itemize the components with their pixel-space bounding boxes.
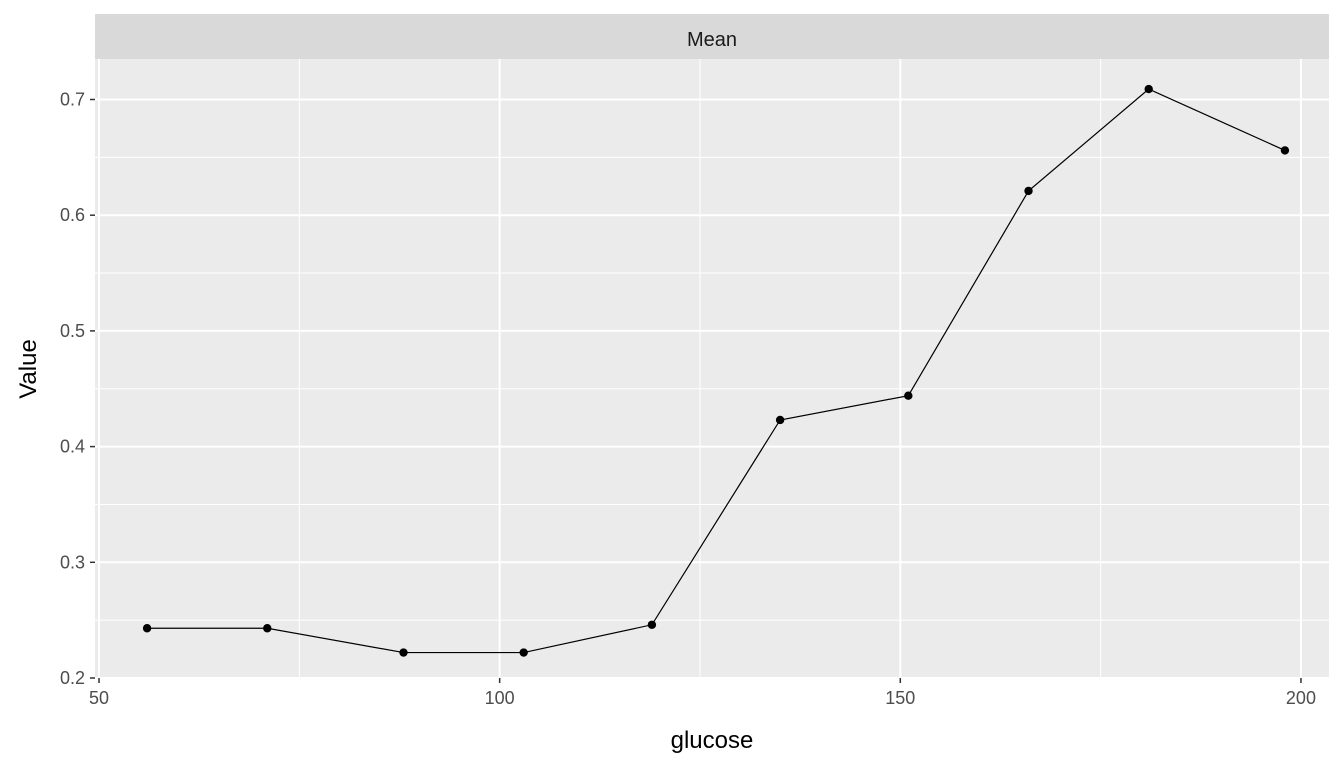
facet-label: Mean [687, 29, 737, 51]
y-tick-label: 0.5 [60, 321, 85, 341]
y-axis: 0.2 0.3 0.4 0.5 0.6 0.7 [60, 89, 95, 688]
x-tick-label: 200 [1286, 688, 1316, 708]
data-point [647, 620, 657, 629]
series-line [147, 88, 1286, 654]
y-tick-label: 0.2 [60, 668, 85, 688]
y-tick-label: 0.3 [60, 552, 85, 572]
x-tick-label: 150 [885, 688, 915, 708]
y-tick-label: 0.7 [60, 89, 85, 109]
y-axis-title: Value [15, 339, 42, 399]
data-point [1024, 186, 1033, 196]
data-point [1280, 146, 1290, 155]
data-point [519, 648, 528, 657]
data-point [399, 648, 408, 657]
x-axis-title: glucose [671, 727, 754, 754]
series-layer [142, 84, 1290, 657]
x-tick-label: 50 [89, 688, 109, 708]
strip-background [95, 14, 1329, 59]
data-point [775, 415, 785, 425]
data-point [263, 624, 272, 633]
x-axis: 50 100 150 200 [89, 678, 1316, 708]
data-point [142, 624, 152, 633]
y-tick-label: 0.4 [60, 437, 85, 457]
plot-panel [95, 59, 1329, 678]
y-tick-label: 0.6 [60, 205, 85, 225]
data-point [1144, 84, 1153, 94]
major-grid [95, 59, 1329, 679]
x-tick-label: 100 [485, 688, 515, 708]
minor-grid [95, 59, 1329, 678]
data-point [904, 391, 913, 400]
